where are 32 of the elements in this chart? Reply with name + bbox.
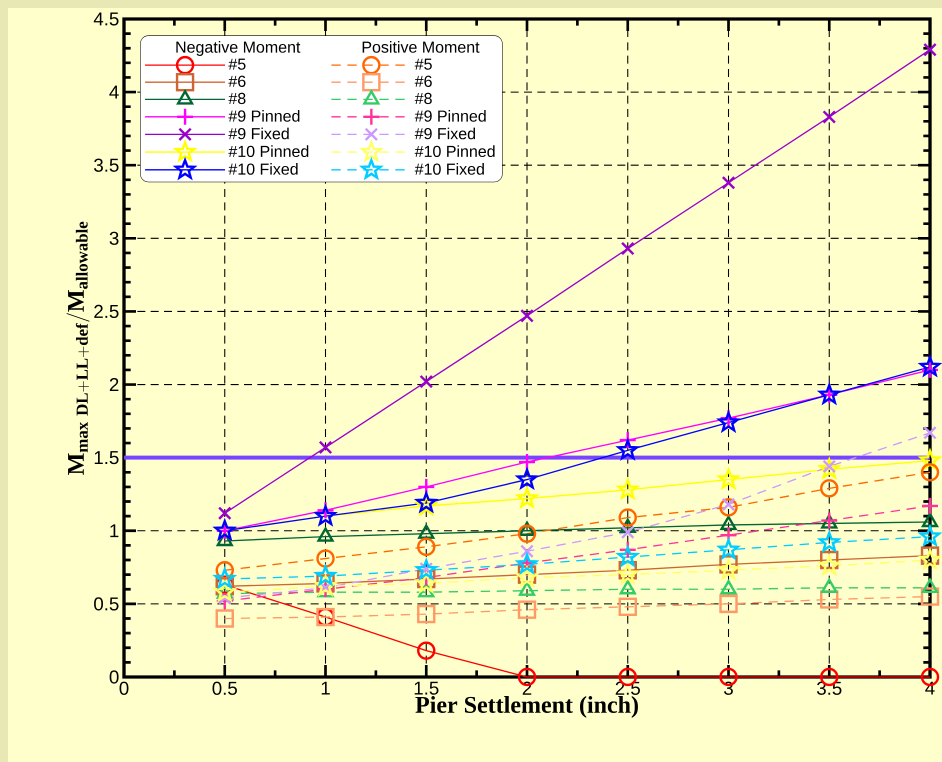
y-tick-label: 2 xyxy=(110,378,118,392)
legend-label: #9 Fixed xyxy=(414,128,475,140)
legend-label: #8 xyxy=(414,92,432,104)
legend-label: #9 Fixed xyxy=(228,128,289,140)
x-tick-label: 0.5 xyxy=(212,682,237,695)
legend-label: #9 Pinned xyxy=(228,110,300,122)
y-axis-title: $\mathbf{M}_{\mathbf{max\ DL+LL+def}}/\mathbf{M}_{\mathbf{allowable}}$ xyxy=(66,222,90,475)
annotation: Positive Moment xyxy=(362,41,480,53)
x-tick-label: 0 xyxy=(120,682,128,695)
y-tick-label: 1.5 xyxy=(94,451,119,464)
y-tick-label: 0.5 xyxy=(94,597,119,610)
x-tick-label: 1 xyxy=(322,682,330,695)
x-axis-title: Pier Settlement (inch) xyxy=(415,696,638,718)
legend-label: #10 Fixed xyxy=(228,163,298,175)
y-tick-label: 4 xyxy=(109,86,119,99)
annotation: Negative Moment xyxy=(176,41,300,56)
y-tick-label: 2.5 xyxy=(94,304,119,318)
legend-label: #8 xyxy=(228,92,246,104)
legend-label: #6 xyxy=(228,76,246,87)
legend-label: #10 Pinned xyxy=(414,145,495,158)
legend-label: #6 xyxy=(414,76,432,87)
legend-label: #5 xyxy=(228,58,246,70)
x-tick-label: 1.5 xyxy=(414,682,438,695)
y-tick-label: 3.5 xyxy=(94,158,119,172)
legend-label: #9 Pinned xyxy=(414,110,486,122)
legend-label: #10 Pinned xyxy=(228,145,308,158)
legend-label: #10 Fixed xyxy=(414,163,484,175)
y-tick-label: 1 xyxy=(110,524,118,538)
y-tick-label: 4.5 xyxy=(94,12,119,26)
y-tick-label: 3 xyxy=(110,232,118,245)
y-tick-label: 0 xyxy=(110,670,119,684)
legend-label: #5 xyxy=(414,58,432,70)
